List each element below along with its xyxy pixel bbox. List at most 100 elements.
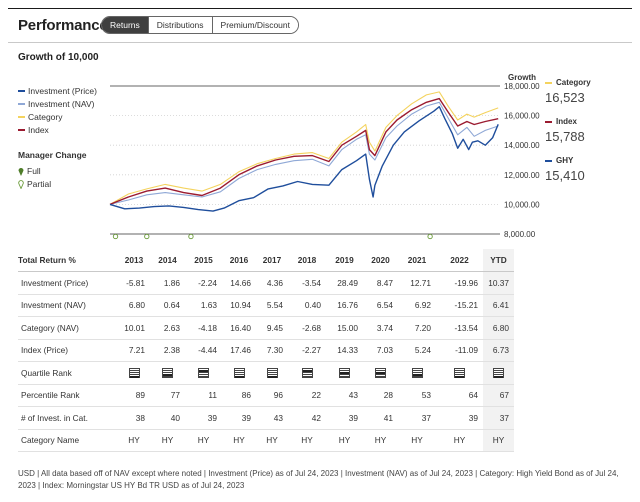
col-2018: 2018 <box>288 249 326 272</box>
quartile-rank-icon <box>150 361 185 385</box>
legend-item-investment-price: Investment (Price) <box>18 84 97 97</box>
table-cell: -2.24 <box>185 271 222 295</box>
quartile-rank-icon <box>301 368 313 379</box>
header-divider <box>8 8 632 9</box>
col-2021: 2021 <box>398 249 436 272</box>
table-cell: -19.96 <box>436 271 483 295</box>
table-cell: -4.44 <box>185 339 222 362</box>
table-cell: 39 <box>222 406 256 430</box>
table-cell: -15.21 <box>436 294 483 317</box>
table-cell: 6.41 <box>483 294 514 317</box>
table-cell: 86 <box>222 384 256 407</box>
quartile-rank-icon <box>185 361 222 385</box>
quartile-rank-icon <box>483 361 514 385</box>
quartile-rank-icon <box>493 368 504 379</box>
section-divider <box>8 42 632 43</box>
table-cell: -2.68 <box>288 316 326 340</box>
table-cell: 42 <box>288 406 326 430</box>
col-ytd: YTD <box>483 249 514 272</box>
table-cell: 67 <box>483 384 514 407</box>
y-axis-labels: 18,000.00 16,000.00 14,000.00 12,000.00 10,0… <box>504 82 540 239</box>
table-cell: 0.64 <box>150 294 185 317</box>
tab-returns[interactable]: Returns <box>102 17 148 33</box>
table-cell: -4.18 <box>185 316 222 340</box>
quartile-rank-icon <box>222 361 256 385</box>
footnote: USD | All data based off of NAV except w… <box>18 469 619 490</box>
quartile-rank-icon <box>363 361 398 385</box>
table-cell: 6.80 <box>118 294 150 317</box>
row-label: Category Name <box>18 429 118 452</box>
table-cell: 10.94 <box>222 294 256 317</box>
table-cell: 1.86 <box>150 271 185 295</box>
tab-bar: Returns Distributions Premium/Discount <box>101 16 299 34</box>
legend-swatch <box>545 159 552 162</box>
legend-swatch <box>545 81 552 84</box>
partial-marker-icon <box>18 179 24 189</box>
table-cell: 43 <box>326 384 363 407</box>
table-cell: 17.46 <box>222 339 256 362</box>
table-cell: 39 <box>326 406 363 430</box>
col-2017: 2017 <box>256 249 288 272</box>
table-cell: 96 <box>256 384 288 407</box>
quartile-rank-icon <box>454 368 465 379</box>
legend-item-index: Index <box>18 123 97 136</box>
quartile-rank-icon <box>326 361 363 385</box>
table-cell: 2.38 <box>150 339 185 362</box>
table-cell: 9.45 <box>256 316 288 340</box>
right-legend-index: Index 15,788 <box>545 117 585 144</box>
manager-change-full: Full <box>18 166 41 176</box>
table-cell: 89 <box>118 384 150 407</box>
table-cell: 41 <box>363 406 398 430</box>
table-row: Percentile Rank 89 77 11 86 96 22 43 28 53 64 67 <box>18 384 514 407</box>
quartile-rank-icon <box>198 368 209 379</box>
table-cell: 7.30 <box>256 339 288 362</box>
quartile-rank-icon <box>266 368 278 379</box>
table-cell: 3.74 <box>363 316 398 340</box>
table-cell: 2.63 <box>150 316 185 340</box>
table-cell: -11.09 <box>436 339 483 362</box>
table-cell: 6.92 <box>398 294 436 317</box>
quartile-rank-icon <box>375 368 386 379</box>
table-cell: HY <box>185 429 222 452</box>
table-cell: -2.27 <box>288 339 326 362</box>
tab-premium-discount[interactable]: Premium/Discount <box>211 17 298 33</box>
quartile-rank-icon <box>436 361 483 385</box>
y-tick-label: 16,000.00 <box>504 112 540 121</box>
index-final-value: 15,788 <box>545 129 585 144</box>
table-cell: HY <box>288 429 326 452</box>
partial-marker-icon <box>144 233 150 240</box>
quartile-rank-icon <box>398 361 436 385</box>
table-cell: 6.54 <box>363 294 398 317</box>
category-final-value: 16,523 <box>545 90 585 105</box>
quartile-rank-icon <box>118 361 150 385</box>
table-header-label: Total Return % <box>18 249 118 272</box>
total-return-table: Total Return % 2013 2014 2015 2016 2017 … <box>18 249 514 452</box>
table-cell: 12.71 <box>398 271 436 295</box>
quartile-rank-icon <box>411 368 423 379</box>
table-cell: 5.24 <box>398 339 436 362</box>
table-cell: 28.49 <box>326 271 363 295</box>
series-line-investment-nav <box>109 101 499 205</box>
chart-grid <box>110 85 500 235</box>
table-cell: 0.40 <box>288 294 326 317</box>
table-cell: HY <box>326 429 363 452</box>
col-2022: 2022 <box>436 249 483 272</box>
quartile-rank-icon <box>339 368 350 379</box>
partial-marker-icon <box>112 233 119 240</box>
series-line-index <box>109 97 499 206</box>
table-cell: HY <box>363 429 398 452</box>
legend-swatch <box>18 89 25 92</box>
legend-item-investment-nav: Investment (NAV) <box>18 97 97 110</box>
full-marker-icon <box>18 167 24 176</box>
table-cell: 16.76 <box>326 294 363 317</box>
tab-distributions[interactable]: Distributions <box>147 17 212 33</box>
table-body: Investment (Price) -5.81 1.86 -2.24 14.66 4.3… <box>18 271 514 452</box>
col-2020: 2020 <box>363 249 398 272</box>
legend-swatch <box>18 102 25 105</box>
table-cell: 15.00 <box>326 316 363 340</box>
table-cell: 7.03 <box>363 339 398 362</box>
col-2015: 2015 <box>185 249 222 272</box>
row-label: # of Invest. in Cat. <box>18 406 118 430</box>
table-cell: 43 <box>256 406 288 430</box>
page-title: Performance <box>18 17 108 34</box>
